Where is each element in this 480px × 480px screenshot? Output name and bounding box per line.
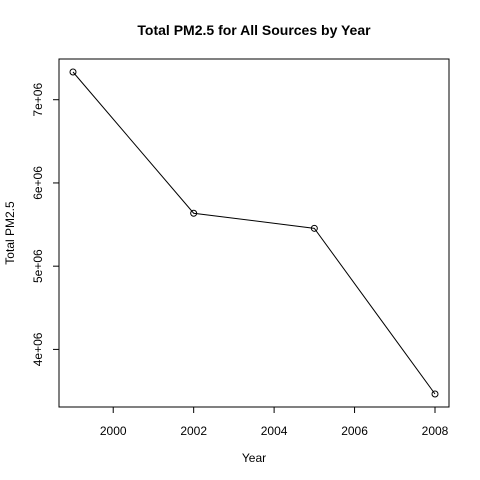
y-axis: 4e+06 5e+06 6e+06 7e+06 xyxy=(31,83,59,366)
data-point xyxy=(69,68,77,76)
data-point xyxy=(190,209,198,217)
x-tick-label: 2006 xyxy=(341,424,368,438)
x-axis: 2000 2002 2004 2006 2008 xyxy=(100,407,449,438)
y-tick-label: 6e+06 xyxy=(31,166,45,200)
y-tick-label: 5e+06 xyxy=(31,249,45,283)
data-point xyxy=(431,390,439,398)
y-tick-label: 7e+06 xyxy=(31,83,45,117)
x-tick-label: 2004 xyxy=(261,424,288,438)
x-tick-label: 2002 xyxy=(180,424,207,438)
plot-box xyxy=(58,58,450,408)
y-axis-label: Total PM2.5 xyxy=(3,201,17,265)
data-point xyxy=(310,224,318,232)
x-tick-label: 2000 xyxy=(100,424,127,438)
chart-title: Total PM2.5 for All Sources by Year xyxy=(137,22,371,38)
series-line xyxy=(72,71,436,395)
x-axis-label: Year xyxy=(242,451,266,465)
x-tick-label: 2008 xyxy=(422,424,449,438)
data-points xyxy=(69,68,439,398)
y-tick-label: 4e+06 xyxy=(31,332,45,366)
